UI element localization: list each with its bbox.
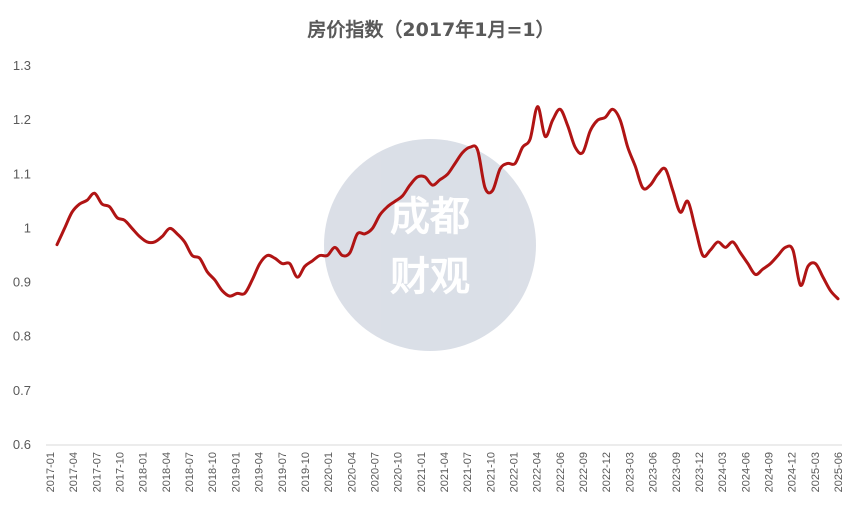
x-tick-label: 2022-12 bbox=[601, 452, 613, 492]
x-tick-label: 2018-07 bbox=[184, 452, 196, 492]
y-tick-label: 0.6 bbox=[13, 437, 31, 452]
y-tick-label: 0.8 bbox=[13, 329, 31, 344]
x-tick-label: 2021-01 bbox=[416, 452, 428, 492]
x-tick-label: 2025-06 bbox=[833, 452, 845, 492]
x-tick-label: 2023-09 bbox=[671, 452, 683, 492]
watermark-line1: 成都 bbox=[390, 194, 470, 240]
watermark-circle bbox=[324, 139, 536, 351]
plot-area bbox=[55, 105, 840, 301]
x-tick-label: 2019-04 bbox=[254, 452, 266, 492]
x-tick-label: 2022-09 bbox=[578, 452, 590, 492]
x-tick-label: 2023-06 bbox=[648, 452, 660, 492]
x-tick-label: 2024-09 bbox=[763, 452, 775, 492]
watermark-line2: 财观 bbox=[390, 254, 470, 300]
x-tick-label: 2017-01 bbox=[45, 452, 57, 492]
x-axis: 2017-01 2017-04 2017-07 2017-10 2018-01 2018-… bbox=[45, 452, 845, 492]
x-tick-label: 2025-03 bbox=[810, 452, 822, 492]
x-tick-label: 2024-06 bbox=[740, 452, 752, 492]
y-tick-label: 1 bbox=[24, 220, 31, 235]
x-tick-label: 2023-12 bbox=[694, 452, 706, 492]
y-tick-label: 0.9 bbox=[13, 275, 31, 290]
x-tick-label: 2019-07 bbox=[277, 452, 289, 492]
x-tick-label: 2017-07 bbox=[91, 452, 103, 492]
x-tick-label: 2018-01 bbox=[138, 452, 150, 492]
x-tick-label: 2022-04 bbox=[532, 452, 544, 492]
x-tick-label: 2020-01 bbox=[323, 452, 335, 492]
x-tick-label: 2022-06 bbox=[555, 452, 567, 492]
x-tick-label: 2018-04 bbox=[161, 452, 173, 492]
y-tick-label: 0.7 bbox=[13, 383, 31, 398]
x-tick-label: 2018-10 bbox=[207, 452, 219, 492]
watermark: 成都 财观 bbox=[324, 139, 536, 351]
x-tick-label: 2021-07 bbox=[462, 452, 474, 492]
x-tick-label: 2024-03 bbox=[717, 452, 729, 492]
series-line bbox=[55, 105, 840, 301]
x-tick-label: 2017-04 bbox=[68, 452, 80, 492]
y-axis: 0.6 0.7 0.8 0.9 1 1.1 1.2 1.3 bbox=[13, 58, 31, 452]
x-tick-label: 2024-12 bbox=[787, 452, 799, 492]
y-tick-label: 1.1 bbox=[13, 166, 31, 181]
y-tick-label: 1.2 bbox=[13, 112, 31, 127]
x-tick-label: 2020-10 bbox=[393, 452, 405, 492]
x-tick-label: 2020-07 bbox=[369, 452, 381, 492]
x-tick-label: 2022-01 bbox=[509, 452, 521, 492]
x-tick-label: 2021-04 bbox=[439, 452, 451, 492]
y-tick-label: 1.3 bbox=[13, 58, 31, 73]
chart-title: 房价指数（2017年1月=1） bbox=[307, 18, 554, 41]
x-tick-label: 2020-04 bbox=[346, 452, 358, 492]
x-tick-label: 2023-03 bbox=[624, 452, 636, 492]
x-tick-label: 2021-10 bbox=[485, 452, 497, 492]
x-tick-label: 2019-10 bbox=[300, 452, 312, 492]
x-tick-label: 2017-10 bbox=[115, 452, 127, 492]
x-tick-label: 2019-01 bbox=[230, 452, 242, 492]
